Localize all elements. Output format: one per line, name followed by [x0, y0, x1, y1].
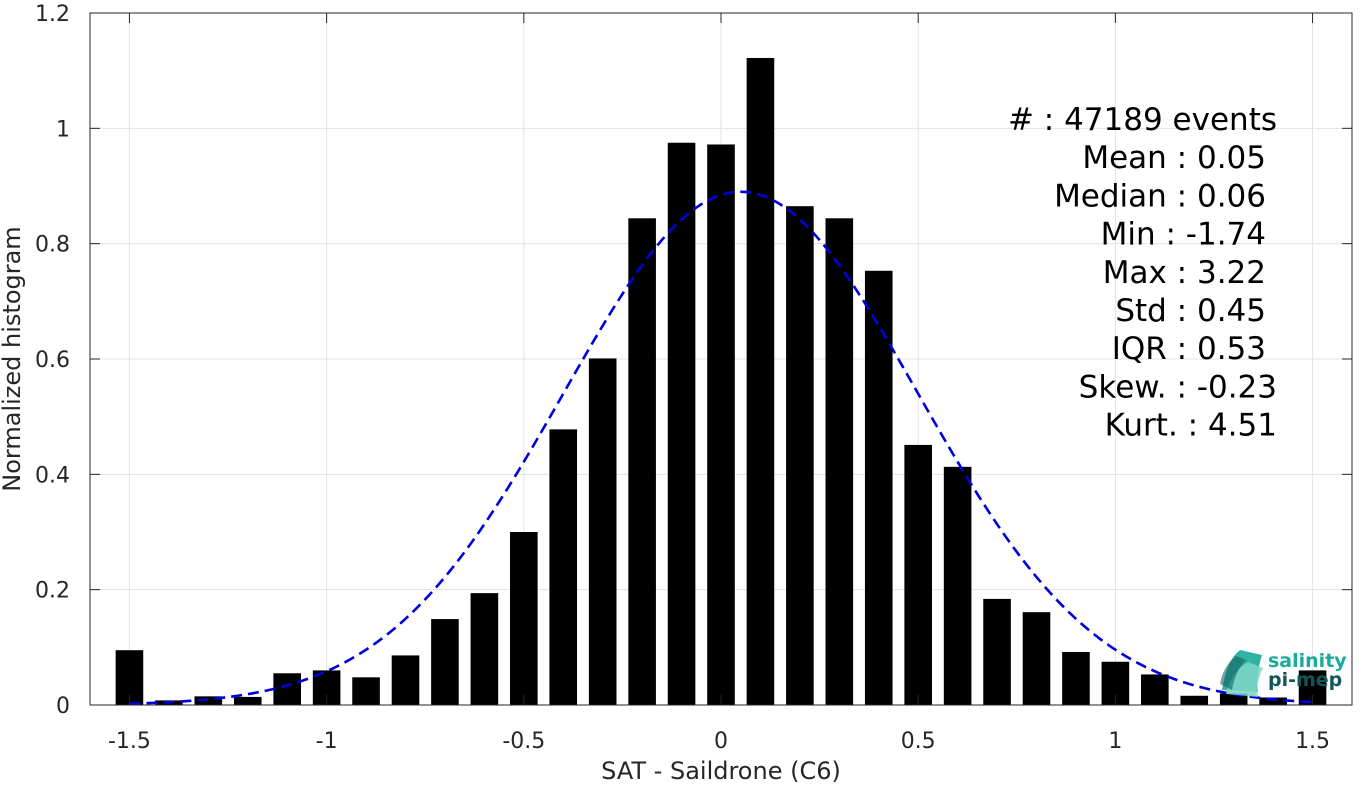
y-tick-label-4: 0.8: [35, 233, 70, 258]
x-tick-label-0: -1.5: [108, 729, 151, 754]
x-tick-label-6: 1.5: [1295, 729, 1330, 754]
histogram-bar-22: [983, 598, 1011, 705]
histogram-bar-14: [667, 142, 696, 705]
histogram-bar-29: [1259, 697, 1287, 705]
histogram-bar-16: [746, 57, 775, 706]
histogram-bar-17: [786, 206, 814, 705]
histogram-bar-2: [194, 696, 223, 705]
x-tick-label-2: -0.5: [502, 729, 545, 754]
histogram-bar-21: [943, 466, 972, 705]
y-axis-title: Normalized histogram: [0, 226, 26, 491]
histogram-bar-7: [391, 655, 420, 705]
histogram-bars: [115, 57, 1327, 706]
stat-line-0: # : 47189 events: [1008, 102, 1277, 138]
x-tick-label-3: 0: [714, 729, 728, 754]
x-tick-label-4: 0.5: [901, 729, 936, 754]
y-tick-label-5: 1: [56, 117, 70, 142]
histogram-bar-23: [1022, 612, 1051, 705]
histogram-bar-24: [1062, 651, 1090, 705]
x-tick-label-5: 1: [1108, 729, 1122, 754]
y-tick-label-2: 0.4: [35, 463, 70, 488]
stat-line-1: Mean : 0.05: [1082, 140, 1266, 176]
histogram-bar-13: [628, 218, 656, 705]
histogram-bar-18: [825, 218, 854, 705]
y-tick-label-1: 0.2: [35, 579, 70, 604]
histogram-bar-8: [431, 619, 459, 705]
stat-line-3: Min : -1.74: [1101, 217, 1266, 253]
y-tick-label-0: 0: [56, 694, 70, 719]
logo-text-line2: pi-mep: [1268, 669, 1342, 691]
histogram-bar-12: [588, 358, 617, 705]
logo-text-line1: salinity: [1268, 650, 1347, 672]
stat-line-6: IQR : 0.53: [1112, 331, 1266, 367]
histogram-bar-26: [1141, 674, 1169, 705]
histogram-bar-4: [273, 673, 301, 705]
histogram-bar-11: [549, 429, 578, 705]
histogram-bar-28: [1219, 693, 1248, 705]
y-axis-ticks: 0 0.2 0.4 0.6 0.8 1 1.2: [35, 2, 1352, 719]
histogram-bar-19: [864, 270, 893, 705]
y-tick-label-6: 1.2: [35, 2, 70, 27]
x-axis-title: SAT - Saildrone (C6): [601, 757, 841, 785]
stat-line-4: Max : 3.22: [1103, 255, 1266, 291]
histogram-bar-27: [1180, 695, 1209, 705]
histogram-bar-9: [470, 593, 499, 705]
stat-line-8: Kurt. : 4.51: [1105, 408, 1277, 444]
stat-line-7: Skew. : -0.23: [1079, 369, 1277, 405]
x-axis-ticks: -1.5 -1 -0.5 0 0.5 1 1.5: [108, 13, 1330, 754]
histogram-bar-6: [352, 677, 380, 705]
histogram-bar-15: [707, 144, 735, 706]
histogram-bar-10: [510, 532, 538, 705]
stat-line-5: Std : 0.45: [1115, 293, 1266, 329]
salinity-pi-mep-logo: salinity pi-mep: [1220, 650, 1347, 697]
histogram-bar-20: [904, 444, 932, 705]
logo-wave-icon: [1220, 650, 1263, 697]
stat-line-2: Median : 0.06: [1054, 178, 1266, 214]
histogram-bar-3: [233, 696, 262, 705]
x-tick-label-1: -1: [316, 729, 338, 754]
gaussian-fit-curve: [129, 190, 1313, 705]
y-tick-label-3: 0.6: [35, 348, 70, 373]
